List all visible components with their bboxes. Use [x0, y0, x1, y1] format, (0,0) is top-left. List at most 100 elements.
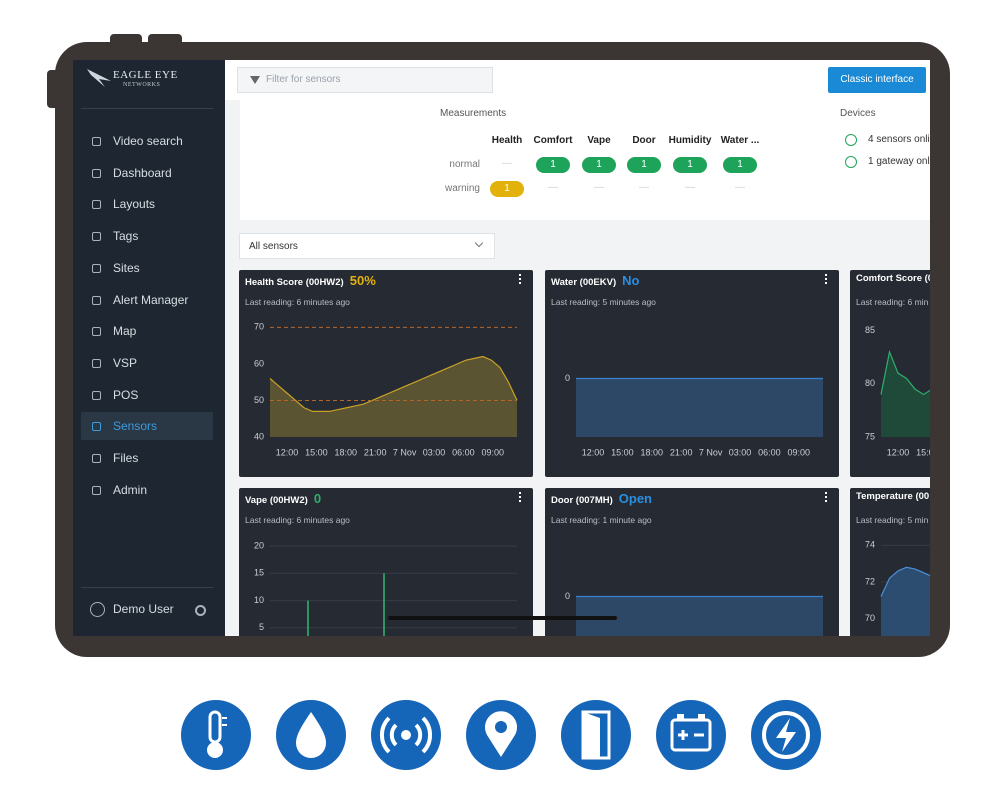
- nav-item[interactable]: Dashboard: [113, 165, 172, 180]
- empty-cell: —: [685, 182, 695, 193]
- panel-title: Health Score (00HW2): [245, 277, 344, 288]
- nav-icon: [92, 327, 101, 337]
- nav-item[interactable]: VSP: [113, 355, 138, 370]
- x-tick-label: 7 Nov: [393, 447, 417, 457]
- count-pill: 1: [673, 157, 707, 173]
- empty-cell: —: [735, 182, 745, 193]
- sensor-select[interactable]: All sensors: [239, 233, 495, 259]
- check-icon: [845, 156, 857, 168]
- y-tick-label: 85: [865, 325, 875, 335]
- x-tick-label: 18:00: [335, 447, 358, 457]
- y-tick-label: 5: [259, 622, 264, 632]
- x-tick-label: 21:00: [364, 447, 387, 457]
- divider: [81, 108, 213, 109]
- nav-icon: [92, 137, 101, 146]
- last-reading: Last reading: 6 minutes ago: [245, 297, 350, 307]
- y-tick-label: 0: [565, 591, 570, 601]
- nav-item[interactable]: Alert Manager: [113, 292, 189, 307]
- x-tick-label: 12:00: [276, 447, 299, 457]
- panel-header: Water (00EKV) No: [551, 273, 639, 288]
- panel-header: Door (007MH) Open: [551, 491, 652, 506]
- nav-item[interactable]: Layouts: [113, 197, 156, 212]
- bar: [307, 600, 309, 636]
- last-reading: Last reading: 6 minutes ago: [245, 515, 350, 525]
- select-caret: [474, 238, 484, 248]
- panel-title: Vape (00HW2): [245, 495, 308, 506]
- chart: 70 72 74: [865, 540, 930, 636]
- nav-icon: [92, 485, 101, 495]
- y-tick-label: 0: [565, 373, 570, 383]
- area-fill: [881, 567, 930, 636]
- y-tick-label: 20: [254, 541, 264, 551]
- column-header: Humidity: [668, 135, 712, 146]
- y-tick-label: 80: [865, 378, 875, 388]
- nav-icon: [92, 422, 101, 432]
- screen: EAGLE EYE NETWORKS Video search Dashboard La…: [73, 60, 930, 636]
- y-tick-label: 50: [254, 395, 264, 405]
- filter-placeholder: Filter for sensors: [266, 74, 341, 85]
- sensor-panel[interactable]: Door (007MH) Open Last reading: 1 minute a…: [545, 488, 839, 636]
- panel-menu[interactable]: [519, 274, 521, 276]
- filter-icon: [250, 76, 260, 84]
- panel-menu[interactable]: [825, 492, 827, 494]
- sensor-panel[interactable]: Vape (00HW2) 0 Last reading: 6 minutes ago…: [239, 488, 533, 636]
- device-status: 4 sensors onli: [868, 134, 930, 145]
- sensor-panel[interactable]: Comfort Score (0 Last reading: 6 min 75 80 8…: [850, 270, 930, 477]
- x-tick-label: 09:00: [788, 447, 811, 457]
- nav-icon: [92, 232, 101, 242]
- panel-title: Comfort Score (0: [856, 273, 930, 284]
- column-header: Comfort: [533, 135, 573, 146]
- chart: 75 80 85 12:00 15:00: [865, 325, 930, 457]
- x-tick-label: 7 Nov: [699, 447, 723, 457]
- panel-menu[interactable]: [825, 274, 827, 276]
- nav-item[interactable]: Map: [113, 324, 137, 339]
- panel-menu[interactable]: [519, 492, 521, 494]
- nav-item[interactable]: Tags: [113, 229, 139, 244]
- nav-icon: [92, 358, 101, 368]
- count-pill: 1: [627, 157, 661, 173]
- row-label: normal: [449, 159, 480, 170]
- nav-icon: [92, 263, 101, 273]
- nav-icon: [92, 295, 101, 305]
- panel-header: Vape (00HW2) 0: [245, 491, 321, 506]
- nav-item[interactable]: Video search: [113, 134, 183, 148]
- measurements-title: Measurements: [440, 108, 507, 119]
- x-tick-label: 18:00: [641, 447, 664, 457]
- empty-cell: —: [548, 182, 558, 193]
- nav-item[interactable]: Sites: [113, 260, 140, 275]
- y-tick-label: 40: [254, 431, 264, 441]
- sensor-panel[interactable]: Water (00EKV) No Last reading: 5 minutes a…: [545, 270, 839, 477]
- nav-item[interactable]: Files: [113, 451, 139, 465]
- nav-item[interactable]: Admin: [113, 482, 148, 497]
- sensor-panel[interactable]: Health Score (00HW2) 50% Last reading: 6 m…: [239, 270, 533, 477]
- settings-icon[interactable]: [195, 605, 206, 616]
- area-fill: [576, 596, 823, 636]
- empty-cell: —: [594, 182, 604, 193]
- count-pill: 1: [723, 157, 757, 173]
- panel-title: Temperature (00: [856, 491, 930, 502]
- sensor-panel[interactable]: Temperature (00 Last reading: 5 min 70 72 74: [850, 488, 930, 636]
- nav-item[interactable]: Sensors: [113, 419, 158, 434]
- x-tick-label: 09:00: [482, 447, 505, 457]
- y-tick-label: 74: [865, 540, 875, 550]
- feature-icons: [181, 700, 821, 770]
- sidebar: EAGLE EYE NETWORKS Video search Dashboard La…: [73, 60, 225, 636]
- nav-item[interactable]: POS: [113, 387, 139, 402]
- user-avatar: [90, 602, 105, 617]
- user-name[interactable]: Demo User: [113, 602, 174, 616]
- count-pill: 1: [536, 157, 570, 173]
- home-indicator: [388, 616, 617, 620]
- y-tick-label: 70: [254, 322, 264, 332]
- column-header: Water ...: [720, 135, 760, 146]
- panel-status: Open: [618, 491, 652, 506]
- line: [880, 349, 930, 396]
- x-tick-label: 12:00: [887, 447, 910, 457]
- active-highlight: [81, 412, 213, 441]
- x-tick-label: 15:00: [611, 447, 634, 457]
- filter-input[interactable]: Filter for sensors: [237, 67, 493, 93]
- count-pill: 1: [582, 157, 616, 173]
- classic-interface-button[interactable]: Classic interface: [828, 67, 926, 93]
- column-header: Health: [491, 135, 523, 146]
- logo-mark: [87, 69, 111, 87]
